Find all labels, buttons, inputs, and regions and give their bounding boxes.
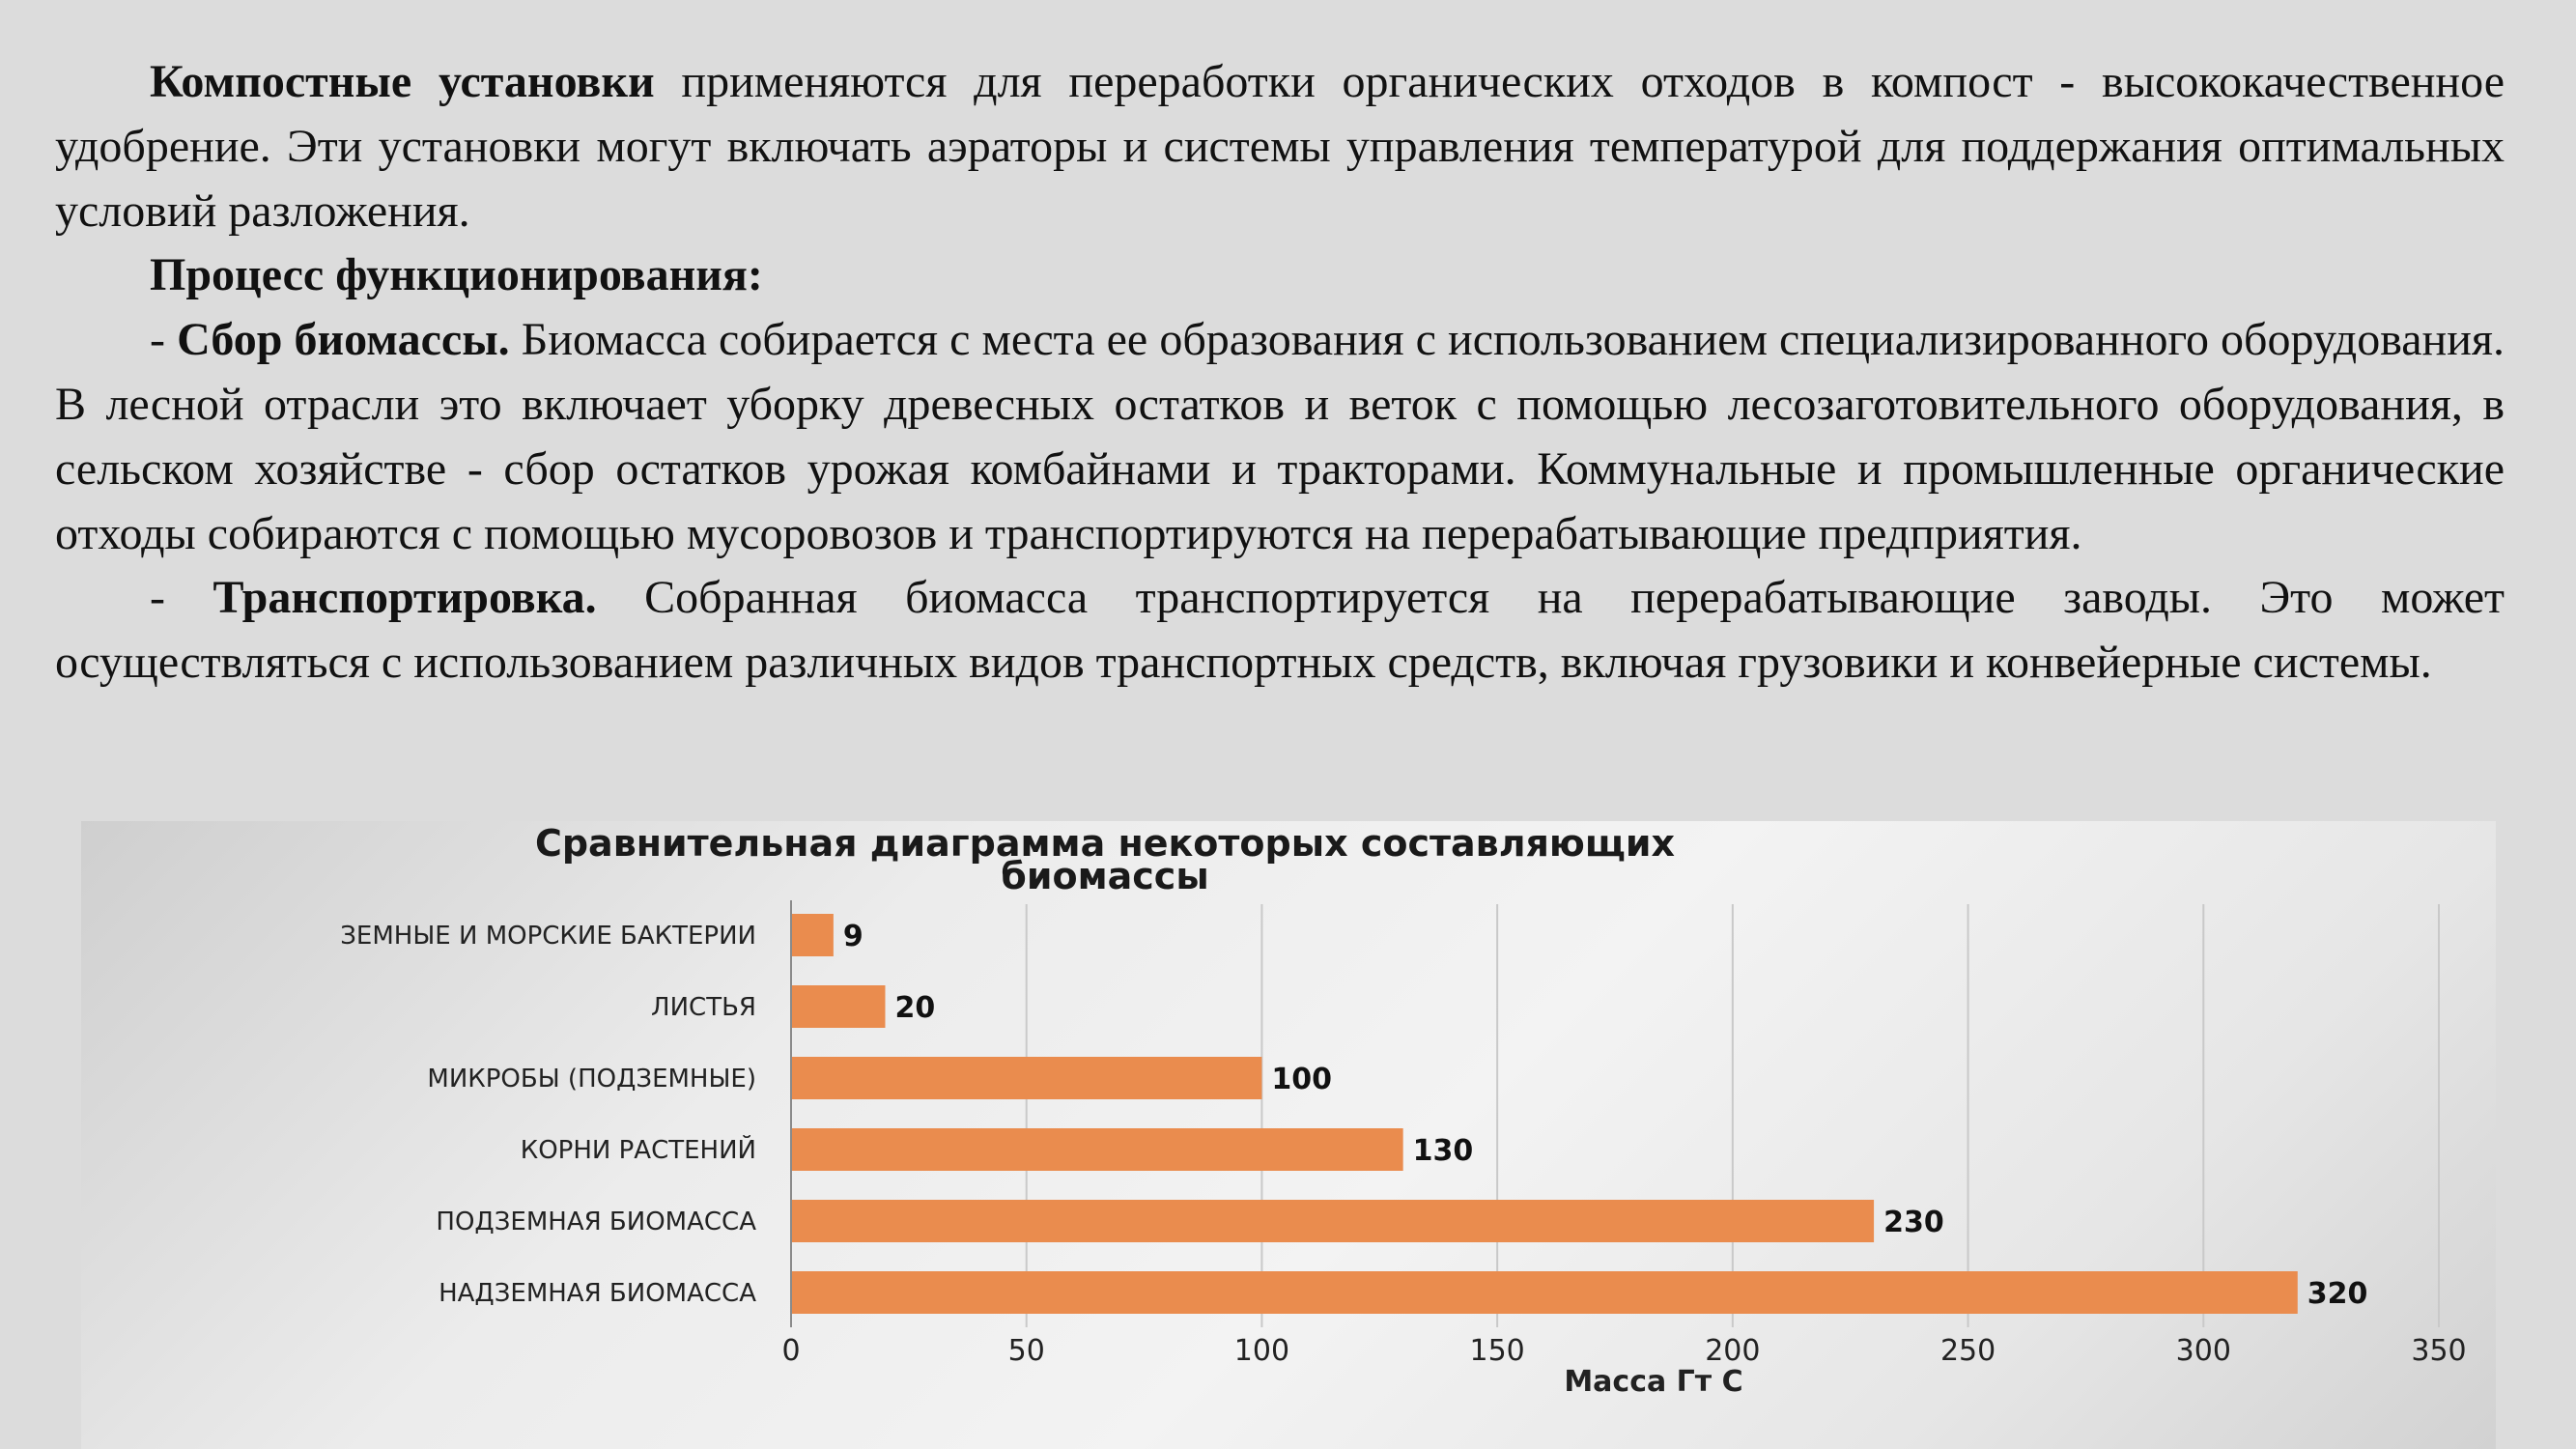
category-label: КОРНИ РАСТЕНИЙ [521, 1134, 756, 1165]
paragraph-bold-lead: Компостные установки [150, 56, 655, 107]
list-dash: - [150, 314, 178, 366]
category-label: МИКРОБЫ (ПОДЗЕМНЫЕ) [427, 1065, 756, 1094]
x-tick-label: 150 [1470, 1334, 1525, 1368]
list-dash: - [150, 572, 213, 624]
bar-value-label: 100 [1271, 1063, 1332, 1096]
chart-title-line-2: биомассы [1001, 855, 1208, 897]
x-tick-label: 200 [1705, 1334, 1760, 1368]
x-axis-title: Масса Гт С [1564, 1365, 1742, 1399]
bar [791, 1057, 1262, 1099]
biomass-chart: Сравнительная диаграмма некоторых состав… [81, 821, 2496, 1449]
paragraph-text: Биомасса собирается с места ее образован… [55, 314, 2505, 559]
bar-value-label: 230 [1883, 1206, 1944, 1239]
paragraph-text: Собранная биомасса транспортируется на п… [55, 572, 2505, 689]
paragraph-bold-lead: Сбор биомассы. [177, 314, 510, 366]
category-label: ЗЕМНЫЕ И МОРСКИЕ БАКТЕРИИ [340, 922, 756, 951]
paragraph-process-heading: Процесс функционирования: [55, 243, 2505, 308]
bar [791, 1271, 2298, 1314]
category-label: ЛИСТЬЯ [651, 993, 756, 1022]
paragraph-bold-lead: Транспортировка. [212, 572, 597, 624]
x-tick-label: 0 [781, 1334, 800, 1368]
category-label: НАДЗЕМНАЯ БИОМАССА [439, 1279, 756, 1308]
chart-canvas: Сравнительная диаграмма некоторых состав… [340, 822, 2466, 1399]
bar [791, 1128, 1403, 1171]
document-body: Компостные установки применяются для пер… [55, 50, 2505, 696]
category-label: ПОДЗЕМНАЯ БИОМАССА [436, 1208, 756, 1236]
bar-value-label: 320 [2307, 1277, 2368, 1311]
chart-gridlines [1025, 904, 2440, 1327]
x-tick-label: 300 [2176, 1334, 2231, 1368]
bar-value-label: 20 [894, 991, 935, 1025]
paragraph-text: применяются для переработки органических… [55, 56, 2505, 237]
bar [791, 985, 886, 1028]
bar-value-label: 9 [843, 920, 863, 953]
x-tick-label: 350 [2411, 1334, 2466, 1368]
paragraph-compost: Компостные установки применяются для пер… [55, 50, 2505, 243]
x-tick-label: 50 [1008, 1334, 1045, 1368]
x-axis-ticks: 0 50 100 150 200 250 300 350 [781, 1334, 2466, 1368]
paragraph-transportation: - Транспортировка. Собранная биомасса тр… [55, 566, 2505, 696]
bar [791, 914, 834, 956]
section-heading: Процесс функционирования: [150, 249, 763, 301]
chart-bars: ЗЕМНЫЕ И МОРСКИЕ БАКТЕРИИ 9 ЛИСТЬЯ 20 МИКРОБ… [340, 914, 2367, 1314]
paragraph-biomass-collection: - Сбор биомассы. Биомасса собирается с м… [55, 308, 2505, 566]
bar-value-label: 130 [1413, 1134, 1474, 1168]
chart-title-line-1: Сравнительная диаграмма некоторых состав… [535, 822, 1675, 865]
x-tick-label: 250 [1940, 1334, 1996, 1368]
bar [791, 1200, 1875, 1242]
x-tick-label: 100 [1234, 1334, 1289, 1368]
